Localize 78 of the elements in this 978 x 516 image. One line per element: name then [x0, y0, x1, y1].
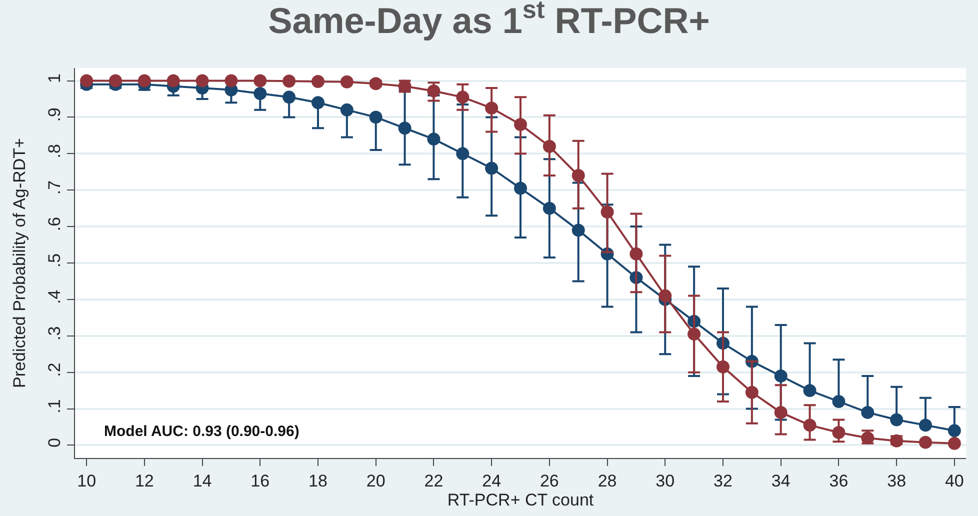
point: [803, 418, 816, 432]
point: [427, 132, 440, 146]
y-tick-label: .4: [45, 290, 64, 304]
point: [340, 75, 354, 88]
x-tick-label: 14: [192, 471, 212, 490]
point: [542, 140, 556, 153]
point: [600, 205, 614, 218]
point: [514, 182, 527, 195]
x-tick-label: 36: [829, 471, 848, 490]
point: [109, 74, 122, 88]
point: [630, 247, 643, 260]
y-tick-label: 1: [45, 73, 64, 83]
point: [166, 74, 180, 88]
x-tick-label: 10: [77, 471, 96, 490]
y-tick-label: .1: [45, 399, 64, 414]
point: [774, 369, 788, 382]
point: [861, 406, 874, 419]
point: [282, 90, 296, 104]
point: [369, 77, 382, 90]
point: [948, 424, 961, 438]
x-tick-label: 30: [656, 471, 675, 490]
point: [919, 418, 932, 432]
point: [456, 147, 470, 160]
x-tick-label: 16: [250, 471, 270, 490]
point: [832, 395, 846, 408]
y-tick-label: 0: [45, 438, 64, 448]
point: [803, 384, 816, 398]
y-axis-title: Predicted Probability of Ag-RDT+: [10, 138, 29, 388]
y-tick-label: .7: [45, 180, 64, 195]
point: [254, 74, 267, 88]
point: [312, 74, 324, 88]
point: [572, 224, 585, 237]
chart-title: Same-Day as 1$^{st}$ RT-PCR+: [268, 0, 710, 41]
y-tick-label: .2: [45, 362, 64, 377]
point: [658, 289, 672, 302]
x-tick-label: 24: [482, 471, 502, 490]
x-tick-label: 38: [887, 471, 906, 490]
x-tick-label: 32: [714, 471, 732, 490]
point: [312, 96, 324, 110]
x-tick-label: 20: [366, 471, 386, 490]
point: [196, 74, 209, 88]
point: [774, 406, 788, 419]
point: [282, 74, 296, 88]
point: [80, 74, 94, 88]
x-tick-label: 40: [944, 471, 964, 490]
point: [398, 122, 412, 135]
x-axis-title: RT-PCR+ CT count: [447, 490, 594, 510]
point: [456, 90, 470, 104]
annotation: Model AUC: 0.93 (0.90-0.96): [104, 423, 300, 440]
point: [485, 102, 498, 115]
y-tick-label: .8: [45, 144, 64, 158]
x-tick-label: 26: [540, 471, 559, 490]
point: [514, 118, 527, 131]
y-tick-label: .3: [45, 326, 64, 340]
point: [572, 169, 585, 182]
point: [138, 74, 151, 88]
x-tick-label: 22: [424, 471, 444, 490]
point: [340, 103, 354, 116]
x-tick-label: 34: [771, 471, 790, 490]
point: [485, 162, 498, 175]
x-tick-label: 12: [134, 471, 154, 490]
point: [688, 328, 701, 341]
y-tick-label: .5: [45, 253, 64, 268]
point: [832, 426, 846, 439]
point: [919, 436, 932, 449]
x-tick-label: 18: [308, 471, 328, 490]
point: [745, 386, 758, 399]
point: [542, 202, 556, 215]
x-tick-label: 28: [598, 471, 617, 490]
point: [369, 110, 382, 124]
point: [224, 74, 238, 88]
point: [254, 87, 267, 100]
point: [427, 84, 440, 98]
point: [890, 413, 904, 426]
y-tick-label: .6: [45, 216, 64, 232]
point: [716, 360, 730, 374]
y-tick-label: .9: [45, 108, 64, 122]
point: [948, 436, 961, 450]
